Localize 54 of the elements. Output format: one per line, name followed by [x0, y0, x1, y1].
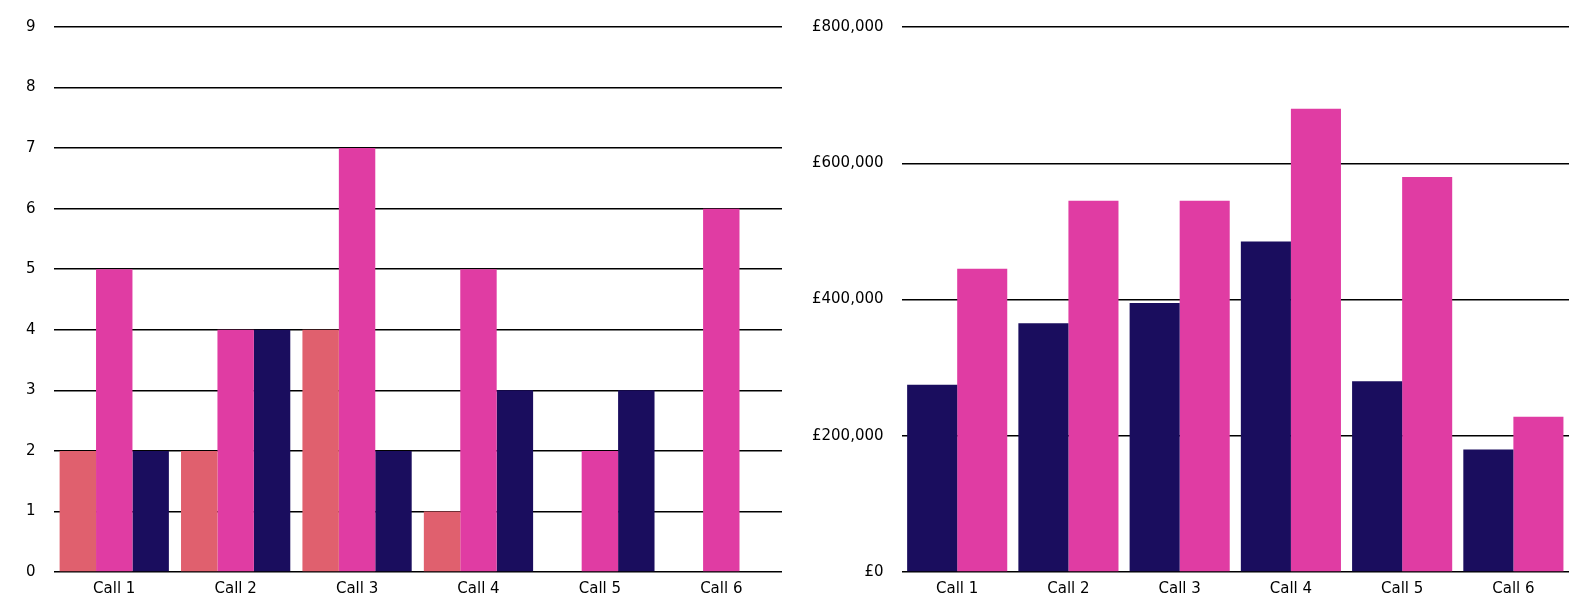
x-tick-label: Call 6 [1492, 578, 1535, 597]
bar [302, 329, 339, 572]
bar [1018, 323, 1069, 572]
y-tick-label: 7 [26, 138, 36, 156]
x-tick-label: Call 1 [936, 578, 979, 597]
bar [1402, 176, 1453, 572]
bar [423, 511, 461, 572]
x-tick-label: Call 2 [1047, 578, 1090, 597]
bar [957, 268, 1008, 572]
x-tick-label: Call 4 [1269, 578, 1313, 597]
bar [338, 148, 376, 572]
x-tick-label: Call 2 [214, 578, 257, 597]
bar [1068, 200, 1119, 572]
y-tick-label: 1 [26, 501, 36, 520]
bar [217, 329, 254, 572]
x-tick-label: Call 1 [93, 578, 136, 597]
y-tick-label: 5 [26, 259, 36, 278]
x-tick-label: Call 5 [578, 578, 622, 597]
bar [1240, 241, 1291, 572]
bar [581, 450, 619, 572]
bar [181, 450, 218, 572]
x-tick-label: Call 6 [700, 578, 743, 597]
bar [132, 450, 169, 572]
bar [496, 390, 534, 572]
x-tick-label: Call 3 [1158, 578, 1201, 597]
y-tick-label: £200,000 [811, 425, 884, 444]
bar [59, 450, 97, 572]
y-tick-label: £800,000 [811, 16, 884, 35]
y-tick-label: 2 [26, 440, 36, 459]
y-tick-label: £0 [864, 561, 884, 580]
y-tick-label: 9 [26, 16, 36, 35]
bar [1513, 416, 1564, 572]
bar [375, 450, 412, 572]
bar [253, 329, 291, 572]
bar [1463, 449, 1514, 572]
bar [618, 390, 655, 572]
bar [460, 269, 497, 572]
bar [1179, 200, 1230, 572]
bar [1129, 302, 1180, 572]
bar [1290, 108, 1341, 572]
x-tick-label: Call 5 [1380, 578, 1424, 597]
x-tick-label: Call 3 [335, 578, 379, 597]
bar [96, 269, 133, 572]
y-tick-label: 4 [26, 319, 36, 338]
bar [907, 384, 958, 572]
y-tick-label: 3 [26, 380, 36, 399]
y-tick-label: 6 [26, 198, 36, 217]
y-tick-label: £600,000 [811, 153, 884, 172]
y-tick-label: 8 [26, 77, 36, 96]
y-tick-label: 0 [26, 561, 36, 580]
x-tick-label: Call 4 [457, 578, 500, 597]
bar [703, 208, 740, 572]
y-tick-label: £400,000 [811, 289, 884, 308]
bar [1352, 381, 1403, 572]
